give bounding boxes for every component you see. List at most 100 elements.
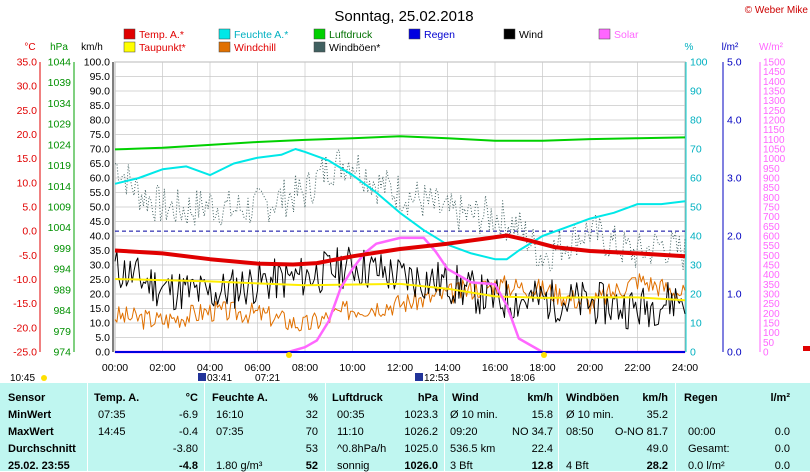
- row-wind-time: 536.5 km: [450, 443, 496, 455]
- solar-tick-label: 350: [763, 280, 780, 291]
- temp-tick-label: 5.0: [22, 202, 37, 214]
- wind-tick-label: 45.0: [90, 216, 111, 228]
- humidity-series: [114, 148, 686, 261]
- legend-label: Taupunkt*: [139, 42, 186, 54]
- legend-swatch: [503, 28, 516, 40]
- time-tick-label: 16:00: [482, 362, 508, 374]
- sunset-label: 18:06: [510, 373, 535, 383]
- time-tick-label: 24:00: [672, 362, 698, 374]
- time-tick-label: 14:00: [434, 362, 460, 374]
- header-hum: Feuchte A.: [212, 392, 268, 404]
- hum-tick-label: 60: [690, 173, 702, 185]
- legend-label: Temp. A.*: [139, 29, 184, 41]
- row-temp-value: -4.8: [179, 460, 198, 472]
- time-tick-label: 08:00: [292, 362, 318, 374]
- row-gust-value: 49.0: [646, 443, 668, 455]
- chart-axes: 35.0 30.0 25.0 20.0 15.0 10.0 5.0 0.0 -5.0 -10.0 -…: [13, 57, 786, 375]
- row-wind-time: 3 Bft: [450, 460, 473, 472]
- row-rain-value: 0.0: [774, 443, 790, 455]
- time-tick-label: 12:00: [387, 362, 413, 374]
- solar-tick-label: 1200: [763, 116, 786, 127]
- wind-tick-label: 30.0: [90, 260, 111, 272]
- current-marker: [803, 346, 810, 351]
- chart-series: [114, 135, 686, 354]
- row-wind-value: 22.4: [531, 443, 553, 455]
- row-hum-value: 32: [305, 409, 318, 421]
- weather-chart: Sonntag, 25.02.2018 © Weber Mike Temp. A…: [10, 5, 810, 383]
- hum-tick-label: 80: [690, 115, 702, 127]
- legend-swatch: [408, 28, 421, 40]
- wind-tick-label: 0.0: [95, 347, 110, 359]
- solar-tick-label: 150: [763, 319, 780, 330]
- windchill-series: [114, 273, 686, 332]
- solar-tick-label: 450: [763, 261, 780, 272]
- header-rain-unit: l/m²: [770, 392, 790, 404]
- row-rain-value: 0.0: [774, 426, 790, 438]
- legend-label: Windchill: [234, 42, 276, 54]
- day-length-label: 10:45: [10, 373, 35, 383]
- row-rain-time: Gesamt:: [688, 443, 730, 455]
- time-tick-label: 20:00: [577, 362, 603, 374]
- press-tick-label: 1029: [48, 119, 72, 131]
- sun-moon-marks: 10:45 03:41 07:21 12:53 18:06: [10, 346, 810, 383]
- solar-tick-label: 1050: [763, 145, 786, 156]
- header-rain: Regen: [684, 392, 718, 404]
- wind-tick-label: 55.0: [90, 187, 111, 199]
- sun-icon: [41, 375, 47, 381]
- header-gust-unit: km/h: [642, 392, 668, 404]
- row-label: Durchschnitt: [8, 443, 76, 455]
- wind-tick-label: 60.0: [90, 173, 111, 185]
- row-temp-value: -3.80: [172, 443, 198, 455]
- solar-tick-label: 950: [763, 164, 780, 175]
- row-wind-value: NO 34.7: [512, 426, 553, 438]
- wind-tick-label: 90.0: [90, 86, 111, 98]
- hum-tick-label: 50: [690, 202, 702, 214]
- legend-label: Regen: [424, 29, 455, 41]
- sunrise-icon: [286, 352, 292, 358]
- table-divider: [87, 383, 88, 471]
- press-tick-label: 999: [53, 243, 71, 255]
- hum-tick-label: 40: [690, 231, 702, 243]
- legend-swatch: [123, 28, 136, 40]
- moonset-label: 03:41: [207, 373, 232, 383]
- moonset-icon: [198, 373, 206, 381]
- solar-tick-label: 800: [763, 193, 780, 204]
- legend-label: Windböen*: [329, 42, 380, 54]
- legend-label: Feuchte A.*: [234, 29, 288, 41]
- row-press-value: 1026.0: [404, 460, 438, 472]
- solar-tick-label: 300: [763, 290, 780, 301]
- wind-tick-label: 65.0: [90, 158, 111, 170]
- row-wind-time: Ø 10 min.: [450, 409, 498, 421]
- legend-swatch: [218, 41, 231, 53]
- rain-tick-label: 5.0: [727, 57, 742, 69]
- wind-tick-label: 70.0: [90, 144, 111, 156]
- row-press-value: 1025.0: [404, 443, 438, 455]
- rain-tick-label: 4.0: [727, 115, 742, 127]
- row-press-time: ^0.8hPa/h: [337, 443, 387, 455]
- copyright-label: © Weber Mike: [745, 5, 809, 16]
- press-tick-label: 1014: [48, 181, 72, 193]
- row-hum-time: 16:10: [216, 409, 244, 421]
- legend-swatch: [598, 28, 611, 40]
- wind-tick-label: 50.0: [90, 202, 111, 214]
- row-hum-value: 70: [305, 426, 318, 438]
- solar-unit: W/m²: [759, 42, 784, 53]
- table-divider: [558, 383, 559, 471]
- table-divider: [204, 383, 205, 471]
- solar-tick-label: 400: [763, 270, 780, 281]
- row-gust-value: O-NO 81.7: [614, 426, 668, 438]
- row-gust-value: 28.2: [646, 460, 668, 472]
- hum-tick-label: 20: [690, 289, 702, 301]
- solar-tick-label: 1300: [763, 96, 786, 107]
- sunset-icon: [541, 352, 547, 358]
- press-unit: hPa: [50, 42, 68, 53]
- solar-tick-label: 500: [763, 251, 780, 262]
- temperature-series: [114, 233, 686, 267]
- wind-tick-label: 5.0: [95, 332, 110, 344]
- moonrise-label: 12:53: [424, 373, 449, 383]
- wind-unit: km/h: [81, 42, 103, 53]
- header-temp: Temp. A.: [94, 392, 140, 404]
- solar-tick-label: 250: [763, 299, 780, 310]
- hum-tick-label: 10: [690, 318, 702, 330]
- hum-tick-label: 90: [690, 86, 702, 98]
